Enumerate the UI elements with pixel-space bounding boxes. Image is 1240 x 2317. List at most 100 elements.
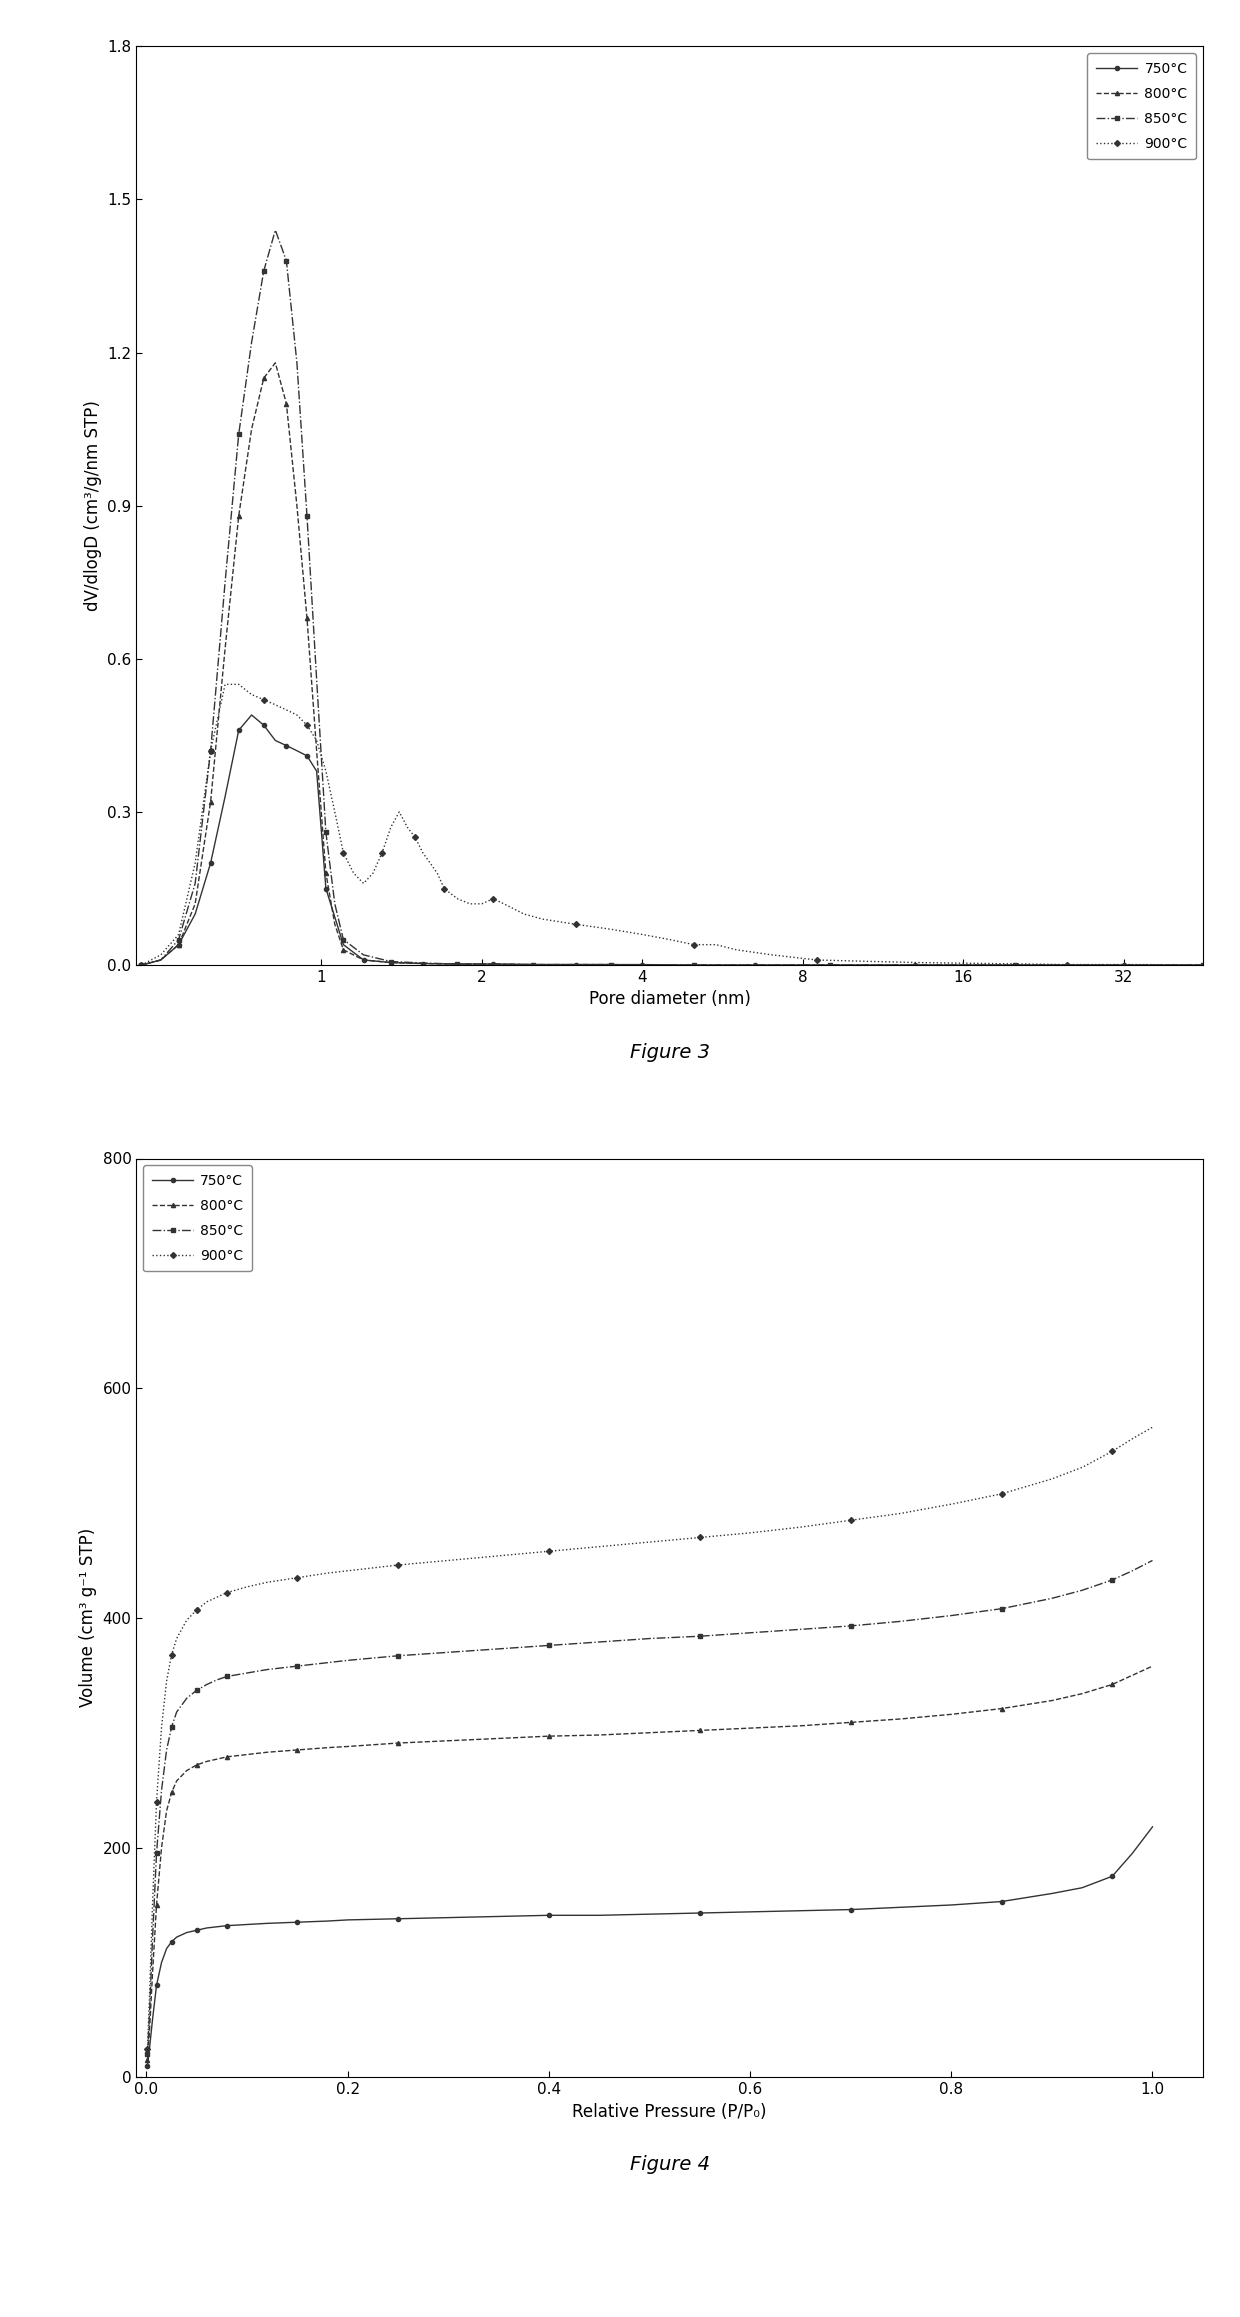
750°C	[336, 931, 351, 959]
750°C	[1195, 952, 1210, 980]
900°C	[1145, 1413, 1159, 1441]
750°C	[748, 952, 763, 980]
850°C	[692, 1622, 707, 1650]
800°C	[687, 952, 702, 980]
800°C	[1105, 1671, 1120, 1698]
750°C	[257, 711, 272, 739]
750°C	[145, 2007, 160, 2034]
850°C	[169, 1698, 184, 1726]
800°C	[154, 1833, 169, 1861]
800°C	[568, 950, 583, 978]
750°C	[822, 952, 837, 980]
800°C	[491, 1724, 506, 1752]
900°C	[145, 1891, 160, 1918]
900°C	[491, 1541, 506, 1569]
850°C	[218, 568, 233, 595]
750°C	[268, 728, 283, 755]
Y-axis label: Volume (cm³ g⁻¹ STP): Volume (cm³ g⁻¹ STP)	[79, 1529, 97, 1708]
900°C	[604, 915, 619, 943]
850°C	[244, 329, 259, 357]
800°C	[143, 2018, 157, 2046]
800°C	[542, 1722, 557, 1749]
850°C	[149, 1840, 164, 1868]
900°C	[190, 1596, 205, 1624]
750°C	[415, 950, 430, 978]
800°C	[327, 911, 342, 938]
800°C	[219, 1742, 234, 1770]
900°C	[944, 1490, 959, 1518]
850°C	[140, 2041, 155, 2069]
800°C	[383, 948, 398, 975]
750°C	[692, 1900, 707, 1928]
750°C	[164, 1928, 179, 1956]
X-axis label: Pore diameter (nm): Pore diameter (nm)	[589, 989, 750, 1008]
900°C	[159, 1668, 174, 1696]
850°C	[200, 1671, 215, 1698]
900°C	[517, 899, 532, 927]
850°C	[143, 2000, 157, 2027]
Y-axis label: dV/dlogD (cm³/g/nm STP): dV/dlogD (cm³/g/nm STP)	[84, 401, 102, 612]
800°C	[894, 1705, 909, 1733]
850°C	[441, 1638, 456, 1666]
850°C	[687, 952, 702, 980]
750°C	[356, 945, 371, 973]
800°C	[908, 952, 923, 980]
800°C	[591, 1722, 606, 1749]
850°C	[1195, 952, 1210, 980]
750°C	[383, 948, 398, 975]
750°C	[289, 737, 304, 765]
850°C	[219, 1664, 234, 1691]
800°C	[1116, 952, 1131, 980]
750°C	[149, 1972, 164, 2000]
850°C	[792, 1615, 807, 1643]
800°C	[140, 2046, 155, 2074]
Line: 900°C: 900°C	[145, 1425, 1154, 2051]
900°C	[154, 1712, 169, 1740]
900°C	[692, 1525, 707, 1552]
900°C	[200, 1587, 215, 1615]
750°C	[526, 950, 541, 978]
900°C	[140, 2034, 155, 2062]
750°C	[1125, 1840, 1140, 1868]
800°C	[441, 1726, 456, 1754]
800°C	[149, 1891, 164, 1918]
900°C	[320, 1559, 335, 1587]
750°C	[290, 1909, 305, 1937]
800°C	[210, 1745, 224, 1773]
900°C	[1075, 1453, 1090, 1481]
900°C	[143, 1983, 157, 2011]
850°C	[300, 503, 315, 531]
750°C	[635, 950, 650, 978]
750°C	[450, 950, 465, 978]
800°C	[1044, 1687, 1059, 1715]
850°C	[187, 869, 202, 897]
850°C	[180, 1684, 195, 1712]
850°C	[289, 350, 304, 378]
850°C	[642, 1624, 657, 1652]
750°C	[1075, 1874, 1090, 1902]
800°C	[164, 1779, 179, 1807]
750°C	[994, 1888, 1009, 1916]
850°C	[336, 927, 351, 955]
900°C	[346, 860, 361, 887]
900°C	[391, 1550, 405, 1578]
900°C	[149, 1789, 164, 1817]
800°C	[218, 635, 233, 663]
Legend: 750°C, 800°C, 850°C, 900°C: 750°C, 800°C, 850°C, 900°C	[144, 1165, 252, 1272]
850°C	[1008, 952, 1023, 980]
850°C	[239, 1659, 254, 1687]
750°C	[441, 1905, 456, 1932]
900°C	[134, 952, 149, 980]
800°C	[843, 1708, 858, 1735]
900°C	[219, 1578, 234, 1606]
800°C	[320, 1733, 335, 1761]
X-axis label: Relative Pressure (P/P₀): Relative Pressure (P/P₀)	[573, 2102, 766, 2120]
900°C	[591, 1534, 606, 1562]
750°C	[944, 1891, 959, 1918]
850°C	[340, 1647, 355, 1675]
900°C	[210, 1583, 224, 1610]
750°C	[171, 931, 186, 959]
800°C	[134, 952, 149, 980]
750°C	[169, 1923, 184, 1951]
850°C	[154, 945, 169, 973]
